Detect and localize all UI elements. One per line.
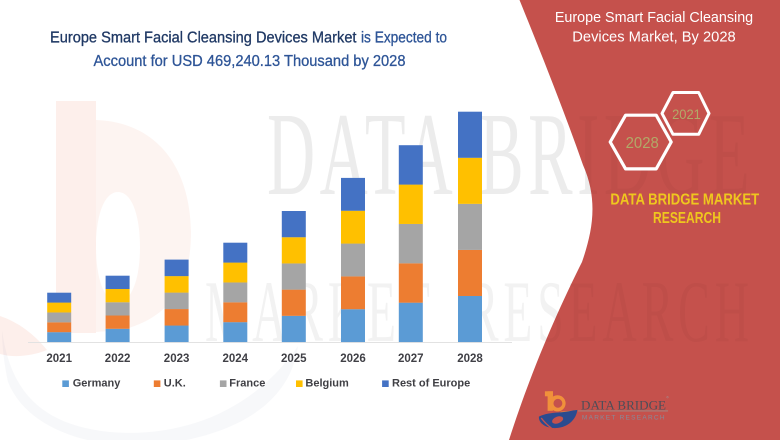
svg-text:2024: 2024 [223, 353, 249, 365]
svg-text:2028: 2028 [626, 135, 659, 152]
svg-text:2025: 2025 [281, 353, 307, 365]
svg-text:2028: 2028 [457, 353, 483, 365]
svg-text:Rest of Europe: Rest of Europe [392, 378, 470, 390]
svg-text:2021: 2021 [46, 353, 72, 365]
svg-text:France: France [229, 378, 265, 390]
svg-text:2026: 2026 [340, 353, 366, 365]
svg-text:2022: 2022 [105, 353, 131, 365]
svg-text:DATA BRIDGE: DATA BRIDGE [581, 397, 666, 412]
svg-text:Europe Smart Facial Cleansing: Europe Smart Facial Cleansing Devices Ma… [50, 29, 357, 46]
svg-text:Account for USD 469,240.13 Tho: Account for USD 469,240.13 Thousand by 2… [94, 53, 406, 70]
svg-text:DATA BRIDGE MARKET: DATA BRIDGE MARKET [610, 191, 759, 208]
svg-text:U.K.: U.K. [164, 378, 186, 390]
svg-text:2021: 2021 [672, 106, 701, 122]
svg-text:Belgium: Belgium [305, 378, 349, 390]
svg-text:MARKET RESEARCH: MARKET RESEARCH [582, 414, 665, 421]
svg-text:Devices Market, By 2028: Devices Market, By 2028 [572, 30, 735, 46]
svg-text:RESEARCH: RESEARCH [653, 210, 721, 227]
svg-text:Europe Smart Facial Cleansing: Europe Smart Facial Cleansing [555, 10, 753, 26]
svg-text:is Expected to: is Expected to [361, 29, 447, 46]
svg-text:Germany: Germany [73, 378, 122, 390]
svg-text:2023: 2023 [164, 353, 190, 365]
svg-text:2027: 2027 [398, 353, 424, 365]
